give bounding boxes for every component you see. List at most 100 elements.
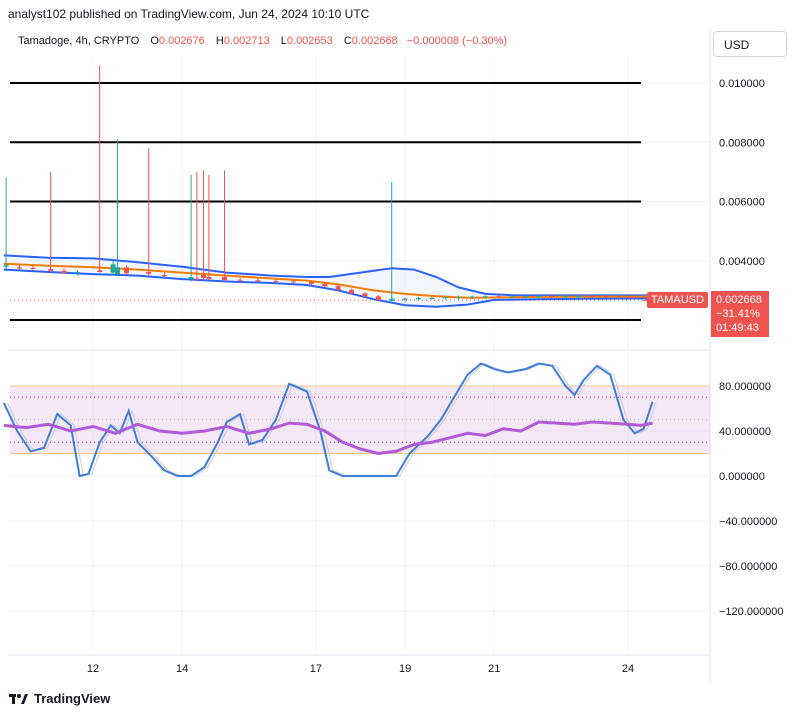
candle-body: [349, 289, 355, 294]
candle-body: [576, 296, 582, 298]
candle-body: [616, 296, 622, 298]
candle-body: [415, 298, 421, 300]
open-label: O: [150, 35, 159, 47]
candle: [629, 295, 635, 299]
time-tick-label: 12: [87, 663, 99, 675]
candle: [273, 279, 279, 283]
close-label: C: [343, 35, 352, 47]
candle-body: [161, 274, 167, 277]
candle-body: [442, 297, 448, 299]
candle-body: [48, 269, 54, 271]
osc-tick-label: 80.000000: [719, 381, 771, 393]
candle: [188, 174, 194, 282]
time-tick-label: 21: [488, 663, 500, 675]
change-percent: −31.41%: [716, 308, 760, 320]
d-line: [3, 420, 653, 456]
candle-body: [97, 270, 103, 273]
tradingview-icon: [9, 693, 28, 704]
oscillator-y-ticks: 80.000000 40.000000 0.000000 −40.000000 −80.…: [719, 381, 784, 618]
candle-body: [603, 296, 609, 298]
candle-body: [456, 296, 462, 298]
candle: [322, 282, 328, 288]
price-tick-label: 0.006000: [719, 197, 765, 209]
candle: [576, 294, 582, 298]
candle: [509, 295, 515, 299]
candle-body: [188, 277, 194, 280]
tradingview-logo-text: TradingView: [34, 691, 111, 706]
candle: [375, 295, 381, 302]
high-value: 0.002713: [223, 35, 270, 47]
candle-body: [509, 296, 515, 298]
candle: [603, 295, 609, 298]
candle: [74, 270, 80, 276]
candle: [123, 265, 129, 275]
candle: [115, 139, 121, 276]
candle-body: [375, 296, 381, 300]
high-label: H: [215, 35, 224, 47]
time-tick-label: 14: [176, 663, 188, 675]
candle-body: [549, 296, 555, 298]
candle: [161, 272, 167, 278]
open-value: 0.002676: [158, 35, 205, 47]
candle: [48, 171, 54, 273]
osc-tick-label: 0.000000: [719, 471, 765, 483]
candle: [61, 268, 67, 275]
bollinger-fill: [3, 255, 655, 307]
bollinger-bands: [3, 254, 655, 308]
candle: [536, 294, 542, 298]
candle: [616, 295, 622, 299]
bollinger-upper-line: [3, 254, 655, 297]
candle-body: [469, 296, 475, 298]
candle-body: [496, 296, 502, 298]
candle-body: [322, 283, 328, 287]
tradingview-logo[interactable]: TradingView: [9, 691, 110, 706]
change-value: −0.000008 (−0.30%): [406, 35, 508, 47]
candle: [194, 171, 200, 282]
candle-body: [123, 267, 129, 274]
candle-body: [643, 299, 649, 301]
candle-body: [429, 297, 435, 299]
osc-tick-label: −120.000000: [719, 606, 784, 618]
candle: [110, 261, 116, 276]
candle: [415, 296, 421, 301]
oscillator-panel: [2, 362, 710, 478]
price-tick-label: 0.010000: [719, 78, 765, 90]
candle-body: [201, 274, 207, 278]
candle-body: [61, 270, 67, 274]
candle: [206, 174, 212, 281]
close-value: 0.002668: [351, 35, 398, 47]
candle: [146, 148, 152, 275]
candles: [3, 65, 649, 303]
candle: [291, 279, 297, 283]
candle: [3, 177, 9, 270]
candle: [30, 266, 36, 271]
candle: [308, 280, 314, 286]
horizontal-lines: [10, 82, 710, 321]
candle-body: [308, 282, 314, 284]
candle: [549, 294, 555, 298]
candle: [201, 170, 207, 280]
osc-tick-label: −40.000000: [719, 516, 777, 528]
candle: [456, 295, 462, 300]
currency-button[interactable]: USD: [713, 31, 787, 57]
candle: [402, 297, 408, 302]
candle-body: [222, 277, 228, 281]
candle-body: [146, 272, 152, 274]
time-tick-label: 17: [310, 663, 322, 675]
candle-body: [563, 296, 569, 298]
osc-tick-label: −80.000000: [719, 561, 777, 573]
candle-body: [74, 272, 80, 274]
price-y-ticks: 0.010000 0.008000 0.006000 0.004000: [719, 78, 765, 268]
candle-body: [389, 298, 395, 301]
candle: [16, 265, 22, 270]
candle: [589, 294, 595, 298]
candle: [442, 296, 448, 300]
candle-body: [194, 278, 200, 280]
candle-body: [30, 267, 36, 270]
candle-body: [3, 265, 9, 267]
low-label: L: [280, 35, 287, 47]
candle-body: [273, 280, 279, 282]
price-tick-label: 0.004000: [719, 256, 765, 268]
bollinger-lower-line: [3, 268, 655, 308]
